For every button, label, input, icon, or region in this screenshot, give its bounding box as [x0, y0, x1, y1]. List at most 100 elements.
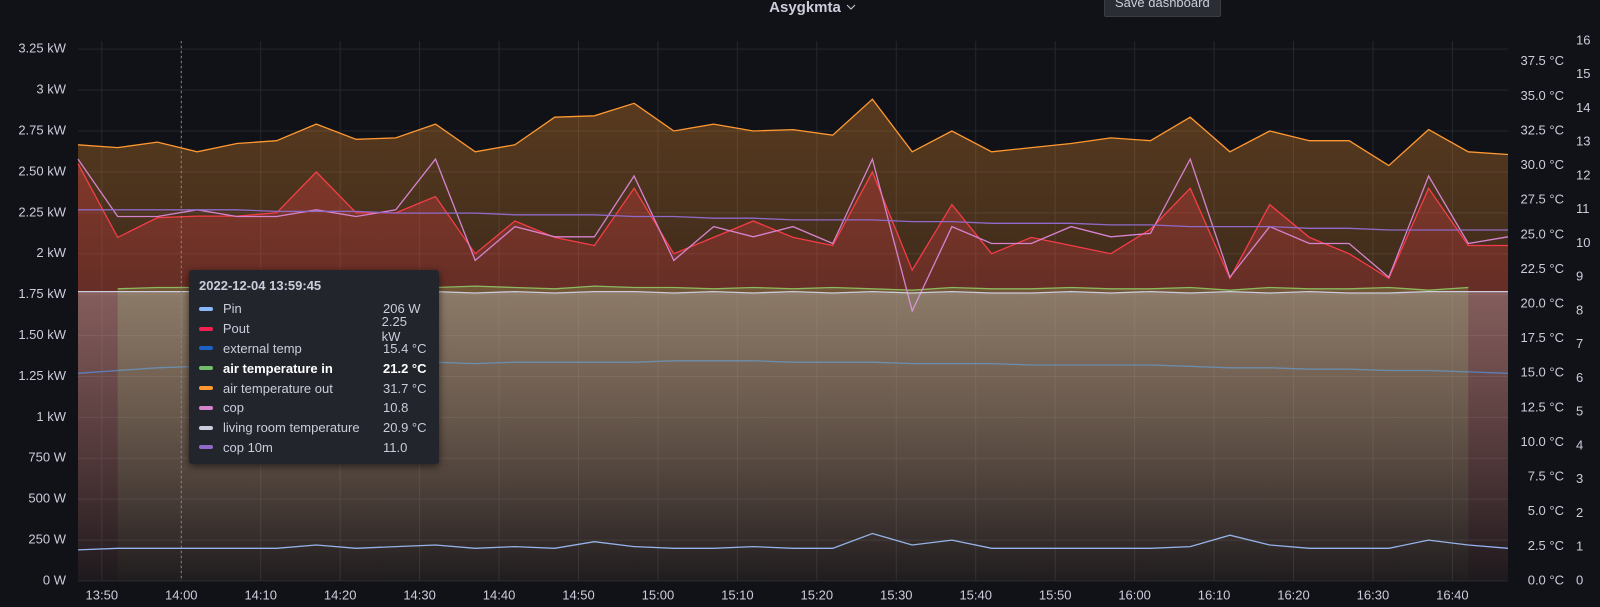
y3-tick-label: 11: [1576, 201, 1590, 216]
x-tick-label: 16:30: [1357, 587, 1390, 602]
y-tick-label: 3.25 kW: [18, 41, 66, 56]
series-line: [78, 209, 1508, 231]
y2-tick-label: 15.0 °C: [1520, 365, 1564, 380]
series-swatch: [199, 326, 213, 331]
y3-tick-label: 12: [1576, 167, 1590, 182]
x-tick-label: 14:10: [244, 587, 277, 602]
x-tick-label: 15:10: [721, 587, 754, 602]
y2-tick-label: 10.0 °C: [1520, 434, 1564, 449]
y2-tick-label: 32.5 °C: [1520, 122, 1564, 137]
save-dashboard-button[interactable]: Save dashboard: [1104, 0, 1221, 17]
title-caret[interactable]: [846, 4, 856, 10]
series-value: 10.8: [383, 400, 409, 416]
y2-tick-label: 35.0 °C: [1520, 88, 1564, 103]
x-tick-label: 15:50: [1039, 587, 1072, 602]
tooltip-rows: Pin 206 W Pout 2.25 kW external temp 15.4 °C a…: [199, 299, 429, 457]
y3-tick-label: 16: [1576, 32, 1590, 47]
y-tick-label: 250 W: [28, 532, 66, 547]
tooltip-row: air temperature in 21.2 °C: [199, 358, 429, 378]
series-swatch: [199, 366, 213, 371]
y2-tick-label: 17.5 °C: [1520, 330, 1564, 345]
tooltip-row: cop 10m 11.0: [199, 438, 429, 458]
y2-tick-label: 30.0 °C: [1520, 157, 1564, 172]
y3-tick-label: 7: [1576, 336, 1583, 351]
y3-tick-label: 9: [1576, 269, 1583, 284]
series-name: external temp: [223, 340, 302, 356]
y-tick-label: 750 W: [28, 450, 66, 465]
y3-tick-label: 6: [1576, 370, 1583, 385]
y2-tick-label: 37.5 °C: [1520, 53, 1564, 68]
y2-tick-label: 7.5 °C: [1528, 469, 1564, 484]
series-name: cop 10m: [223, 439, 273, 455]
y-tick-label: 0 W: [43, 572, 67, 587]
series-value: 11.0: [383, 439, 408, 455]
y2-tick-label: 0.0 °C: [1528, 572, 1564, 587]
series-name: living room temperature: [223, 420, 360, 436]
y3-tick-label: 3: [1576, 471, 1583, 486]
y3-tick-label: 15: [1576, 66, 1590, 81]
x-tick-label: 15:00: [642, 587, 675, 602]
x-tick-label: 13:50: [86, 587, 119, 602]
tooltip-time: 2022-12-04 13:59:45: [199, 278, 322, 293]
y3-tick-label: 14: [1576, 100, 1590, 115]
series-swatch: [199, 346, 213, 351]
series-name: air temperature out: [223, 380, 333, 396]
y-tick-label: 1.25 kW: [18, 368, 66, 383]
y3-tick-label: 4: [1576, 437, 1583, 452]
x-tick-label: 14:50: [562, 587, 595, 602]
y2-tick-label: 22.5 °C: [1520, 261, 1564, 276]
series-swatch: [199, 425, 213, 430]
series-swatch: [199, 386, 213, 391]
x-tick-label: 14:00: [165, 587, 198, 602]
series-line: [77, 98, 1509, 167]
y3-tick-label: 2: [1576, 505, 1583, 520]
y3-tick-label: 5: [1576, 404, 1583, 419]
y-tick-label: 2 kW: [36, 245, 66, 260]
series-swatch: [199, 445, 213, 450]
series-value: 31.7 °C: [383, 380, 427, 396]
series-value: 20.9 °C: [383, 420, 427, 436]
series-name: cop: [223, 400, 244, 416]
y2-tick-label: 12.5 °C: [1520, 399, 1564, 414]
dashboard-title[interactable]: Asygkmta: [769, 0, 841, 16]
tooltip-row: cop 10.8: [199, 398, 429, 418]
y-tick-label: 1.75 kW: [18, 286, 66, 301]
y3-tick-label: 8: [1576, 302, 1583, 317]
y-tick-label: 2.25 kW: [18, 204, 66, 219]
series-value: 2.25 kW: [381, 313, 407, 344]
series-value: 206 W: [383, 301, 421, 317]
x-tick-label: 14:30: [403, 587, 436, 602]
y-tick-label: 1.50 kW: [18, 327, 66, 342]
x-tick-label: 16:20: [1277, 587, 1310, 602]
x-tick-label: 16:00: [1118, 587, 1151, 602]
series-swatch: [199, 306, 213, 311]
x-tick-label: 15:30: [880, 587, 913, 602]
tooltip-row: air temperature out 31.7 °C: [199, 378, 429, 398]
series-name: air temperature in: [223, 360, 333, 376]
x-tick-label: 15:20: [801, 587, 834, 602]
series-value: 15.4 °C: [383, 340, 427, 356]
y2-tick-label: 2.5 °C: [1528, 538, 1564, 553]
y-tick-label: 1 kW: [36, 409, 66, 424]
x-tick-label: 16:40: [1436, 587, 1469, 602]
series-swatch: [199, 405, 213, 410]
y-tick-label: 2.50 kW: [18, 163, 66, 178]
y2-tick-label: 27.5 °C: [1520, 192, 1564, 207]
y3-tick-label: 10: [1576, 235, 1590, 250]
series-value: 21.2 °C: [383, 360, 427, 376]
y2-tick-label: 25.0 °C: [1520, 226, 1564, 241]
y-tick-label: 500 W: [28, 491, 66, 506]
y3-tick-label: 0: [1576, 572, 1583, 587]
x-tick-label: 14:40: [483, 587, 516, 602]
tooltip: 2022-12-04 13:59:45 Pin 206 W Pout 2.25 kW e…: [189, 270, 439, 464]
y3-tick-label: 13: [1576, 134, 1590, 149]
y2-tick-label: 20.0 °C: [1520, 296, 1564, 311]
tooltip-row: Pout 2.25 kW: [199, 314, 429, 344]
x-tick-label: 14:20: [324, 587, 357, 602]
tooltip-row: Pin 206 W: [199, 299, 429, 319]
series-name: Pin: [223, 301, 242, 317]
y-tick-label: 2.75 kW: [18, 122, 66, 137]
x-tick-label: 16:10: [1198, 587, 1231, 602]
